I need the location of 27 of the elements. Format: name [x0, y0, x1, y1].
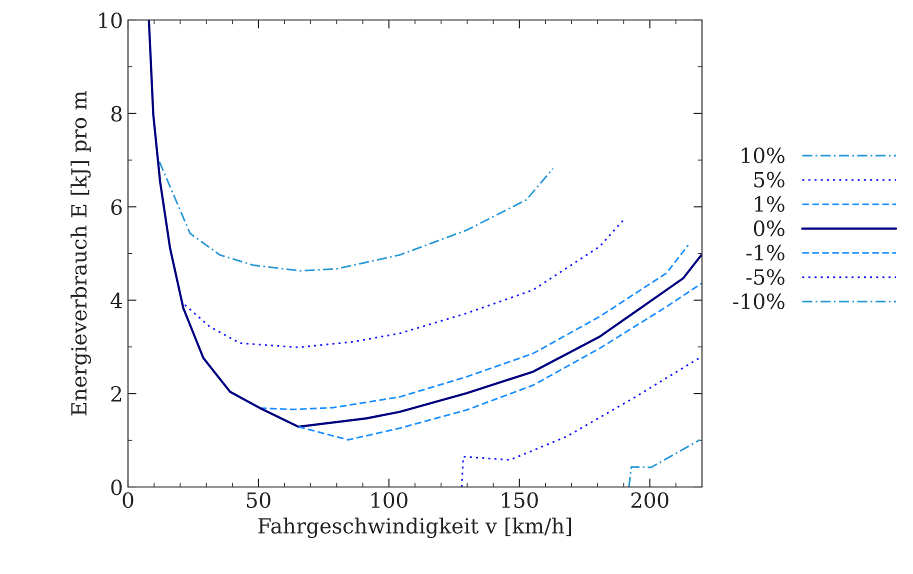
y-tick-label: 10: [99, 12, 122, 28]
legend-label: -1%: [746, 244, 784, 261]
line-series: [158, 160, 554, 272]
legend-label: -5%: [746, 269, 784, 285]
legend-label: -10%: [733, 293, 784, 310]
y-tick-label: 2: [111, 386, 122, 402]
x-axis-title: Fahrgeschwindigkeit v [km/h]: [258, 518, 572, 538]
y-tick-label: 0: [111, 479, 122, 496]
line-series: [298, 282, 702, 441]
y-tick-label: 4: [110, 292, 122, 308]
line-series: [148, 20, 702, 428]
x-tick-label: 0: [122, 492, 134, 508]
legend-label: 1%: [755, 196, 784, 212]
x-tick-label: 50: [246, 492, 270, 508]
y-tick-label: 6: [111, 199, 122, 216]
x-tick-label: 150: [502, 492, 538, 508]
line-series: [460, 356, 702, 487]
legend-label: 5%: [754, 172, 784, 188]
legend-label: 10%: [742, 147, 784, 164]
x-tick-label: 100: [372, 492, 408, 508]
line-series: [628, 439, 701, 487]
legend-label: 0%: [754, 220, 784, 236]
y-tick-label: 8: [111, 106, 122, 122]
x-tick-label: 200: [631, 492, 668, 508]
y-axis-title: Energieverbrauch E [kJ] pro m: [70, 91, 92, 416]
line-series: [259, 244, 690, 410]
line-series: [184, 218, 626, 348]
